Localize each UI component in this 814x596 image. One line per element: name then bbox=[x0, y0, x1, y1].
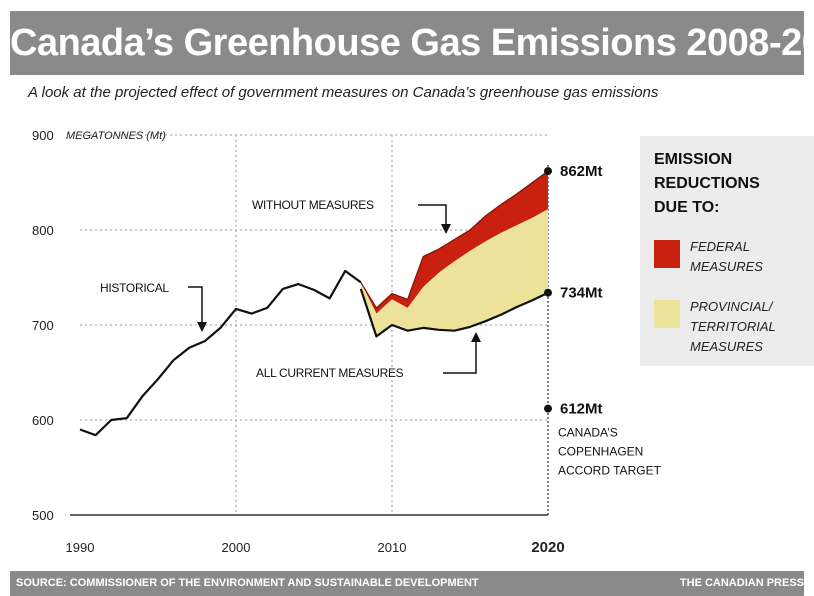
arrowhead-without-measures bbox=[441, 224, 451, 234]
label-value-current: 734Mt bbox=[560, 285, 603, 302]
source-credit: SOURCE: COMMISSIONER OF THE ENVIRONMENT … bbox=[16, 577, 479, 589]
arrow-all-current bbox=[443, 340, 477, 374]
y-axis-label: MEGATONNES (Mt) bbox=[66, 130, 166, 142]
annotation-all-current: ALL CURRENT MEASURES bbox=[256, 366, 404, 380]
legend-title-line: REDUCTIONS bbox=[654, 175, 760, 192]
legend-title-line: DUE TO: bbox=[654, 199, 719, 216]
label-value-without: 862Mt bbox=[560, 163, 603, 180]
line-without-measures bbox=[360, 170, 549, 309]
x-tick-label: 1990 bbox=[66, 540, 95, 555]
legend-swatch bbox=[654, 300, 680, 328]
x-tick-label: 2000 bbox=[222, 540, 251, 555]
x-tick-label: 2020 bbox=[531, 539, 564, 556]
y-tick-label: 500 bbox=[32, 508, 54, 523]
arrow-without-measures bbox=[418, 204, 447, 226]
point-target bbox=[544, 404, 552, 413]
y-tick-label: 800 bbox=[32, 223, 54, 238]
legend-item-label: FEDERAL bbox=[690, 239, 750, 254]
arrowhead-all-current bbox=[471, 332, 481, 342]
chart-subtitle: A look at the projected effect of govern… bbox=[28, 84, 659, 101]
point-2020-without bbox=[544, 167, 552, 176]
legend-item-label: PROVINCIAL/ bbox=[690, 299, 774, 314]
footer-bar: SOURCE: COMMISSIONER OF THE ENVIRONMENT … bbox=[10, 571, 804, 596]
chart-title: Canada’s Greenhouse Gas Emissions 2008-2… bbox=[10, 11, 804, 75]
target-label-line: CANADA’S bbox=[558, 426, 618, 440]
annotation-historical: HISTORICAL bbox=[100, 281, 169, 295]
arrowhead-historical bbox=[197, 322, 207, 332]
target-label-line: COPENHAGEN bbox=[558, 445, 643, 459]
legend-item-label: MEASURES bbox=[690, 259, 763, 274]
line-historical bbox=[79, 269, 362, 437]
target-label-line: ACCORD TARGET bbox=[558, 464, 662, 478]
legend-title-line: EMISSION bbox=[654, 151, 732, 168]
y-tick-label: 700 bbox=[32, 318, 54, 333]
arrow-historical bbox=[188, 286, 203, 325]
emissions-chart: 862Mt 734Mt 612Mt CANADA’S COPENHAGEN ACCORD … bbox=[32, 128, 814, 556]
y-tick-label: 900 bbox=[32, 128, 54, 143]
x-tick-label: 2010 bbox=[378, 540, 407, 555]
line-all-current-measures bbox=[359, 288, 549, 338]
label-value-target: 612Mt bbox=[560, 401, 603, 418]
legend-item-label: MEASURES bbox=[690, 339, 763, 354]
area-federal-measures bbox=[360, 171, 548, 314]
area-provincial-measures bbox=[360, 209, 548, 337]
press-credit: THE CANADIAN PRESS bbox=[679, 577, 804, 589]
legend-swatch bbox=[654, 240, 680, 268]
point-2020-current bbox=[544, 288, 552, 297]
legend-item-label: TERRITORIAL bbox=[690, 319, 776, 334]
y-tick-label: 600 bbox=[32, 413, 54, 428]
annotation-without-measures: WITHOUT MEASURES bbox=[252, 198, 374, 212]
